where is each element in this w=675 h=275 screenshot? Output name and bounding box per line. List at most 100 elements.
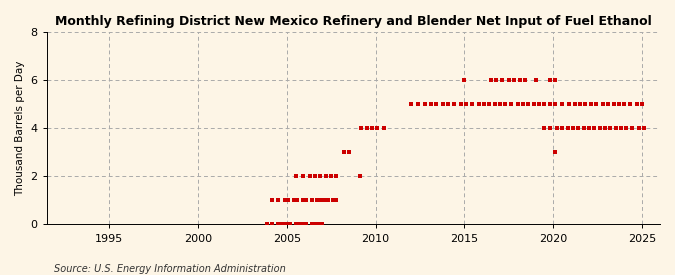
Point [614,102,624,106]
Point [290,174,301,178]
Point [544,78,555,82]
Point [310,222,321,227]
Point [621,126,632,130]
Point [338,150,349,155]
Point [267,198,278,203]
Point [273,222,284,227]
Point [313,222,324,227]
Point [504,78,514,82]
Point [327,198,338,203]
Point [281,222,292,227]
Point [367,126,377,130]
Point [512,102,523,106]
Point [574,102,585,106]
Point [484,102,495,106]
Point [306,198,317,203]
Point [315,174,326,178]
Point [544,126,555,130]
Point [420,102,431,106]
Point [583,126,594,130]
Point [632,102,643,106]
Point [288,198,299,203]
Point [637,102,647,106]
Point [301,198,312,203]
Point [326,174,337,178]
Point [573,126,584,130]
Point [549,102,560,106]
Point [304,174,315,178]
Point [459,78,470,82]
Point [406,102,416,106]
Point [461,102,472,106]
Point [372,126,383,130]
Point [306,222,317,227]
Point [594,126,605,130]
Point [539,102,550,106]
Point [473,102,484,106]
Point [448,102,459,106]
Point [283,198,294,203]
Point [569,102,580,106]
Point [549,150,560,155]
Point [466,102,477,106]
Point [580,102,591,106]
Point [297,198,308,203]
Point [523,102,534,106]
Point [285,222,296,227]
Point [317,222,327,227]
Point [589,126,599,130]
Point [529,102,539,106]
Point [603,102,614,106]
Point [331,174,342,178]
Point [437,102,448,106]
Point [549,78,560,82]
Point [290,222,301,227]
Point [568,126,578,130]
Point [495,102,506,106]
Point [591,102,601,106]
Point [443,102,454,106]
Point [506,102,516,106]
Point [608,102,619,106]
Point [639,126,649,130]
Point [500,102,511,106]
Point [616,126,626,130]
Point [379,126,390,130]
Point [297,222,308,227]
Title: Monthly Refining District New Mexico Refinery and Blender Net Input of Fuel Etha: Monthly Refining District New Mexico Ref… [55,15,652,28]
Point [331,198,342,203]
Point [520,78,531,82]
Point [539,126,550,130]
Point [456,102,466,106]
Point [425,102,436,106]
Point [479,102,489,106]
Point [354,174,365,178]
Point [276,222,287,227]
Point [626,126,637,130]
Y-axis label: Thousand Barrels per Day: Thousand Barrels per Day [15,60,25,196]
Point [431,102,441,106]
Point [321,174,331,178]
Point [551,126,562,130]
Point [486,78,497,82]
Point [292,198,303,203]
Point [605,126,616,130]
Point [496,78,507,82]
Point [279,222,290,227]
Point [297,174,308,178]
Point [267,222,278,227]
Point [518,102,529,106]
Point [319,198,329,203]
Point [633,126,644,130]
Point [578,126,589,130]
Point [413,102,424,106]
Point [262,222,273,227]
Point [624,102,635,106]
Point [356,126,367,130]
Point [534,102,545,106]
Point [310,174,321,178]
Point [301,222,312,227]
Point [610,126,621,130]
Point [294,222,304,227]
Point [562,126,573,130]
